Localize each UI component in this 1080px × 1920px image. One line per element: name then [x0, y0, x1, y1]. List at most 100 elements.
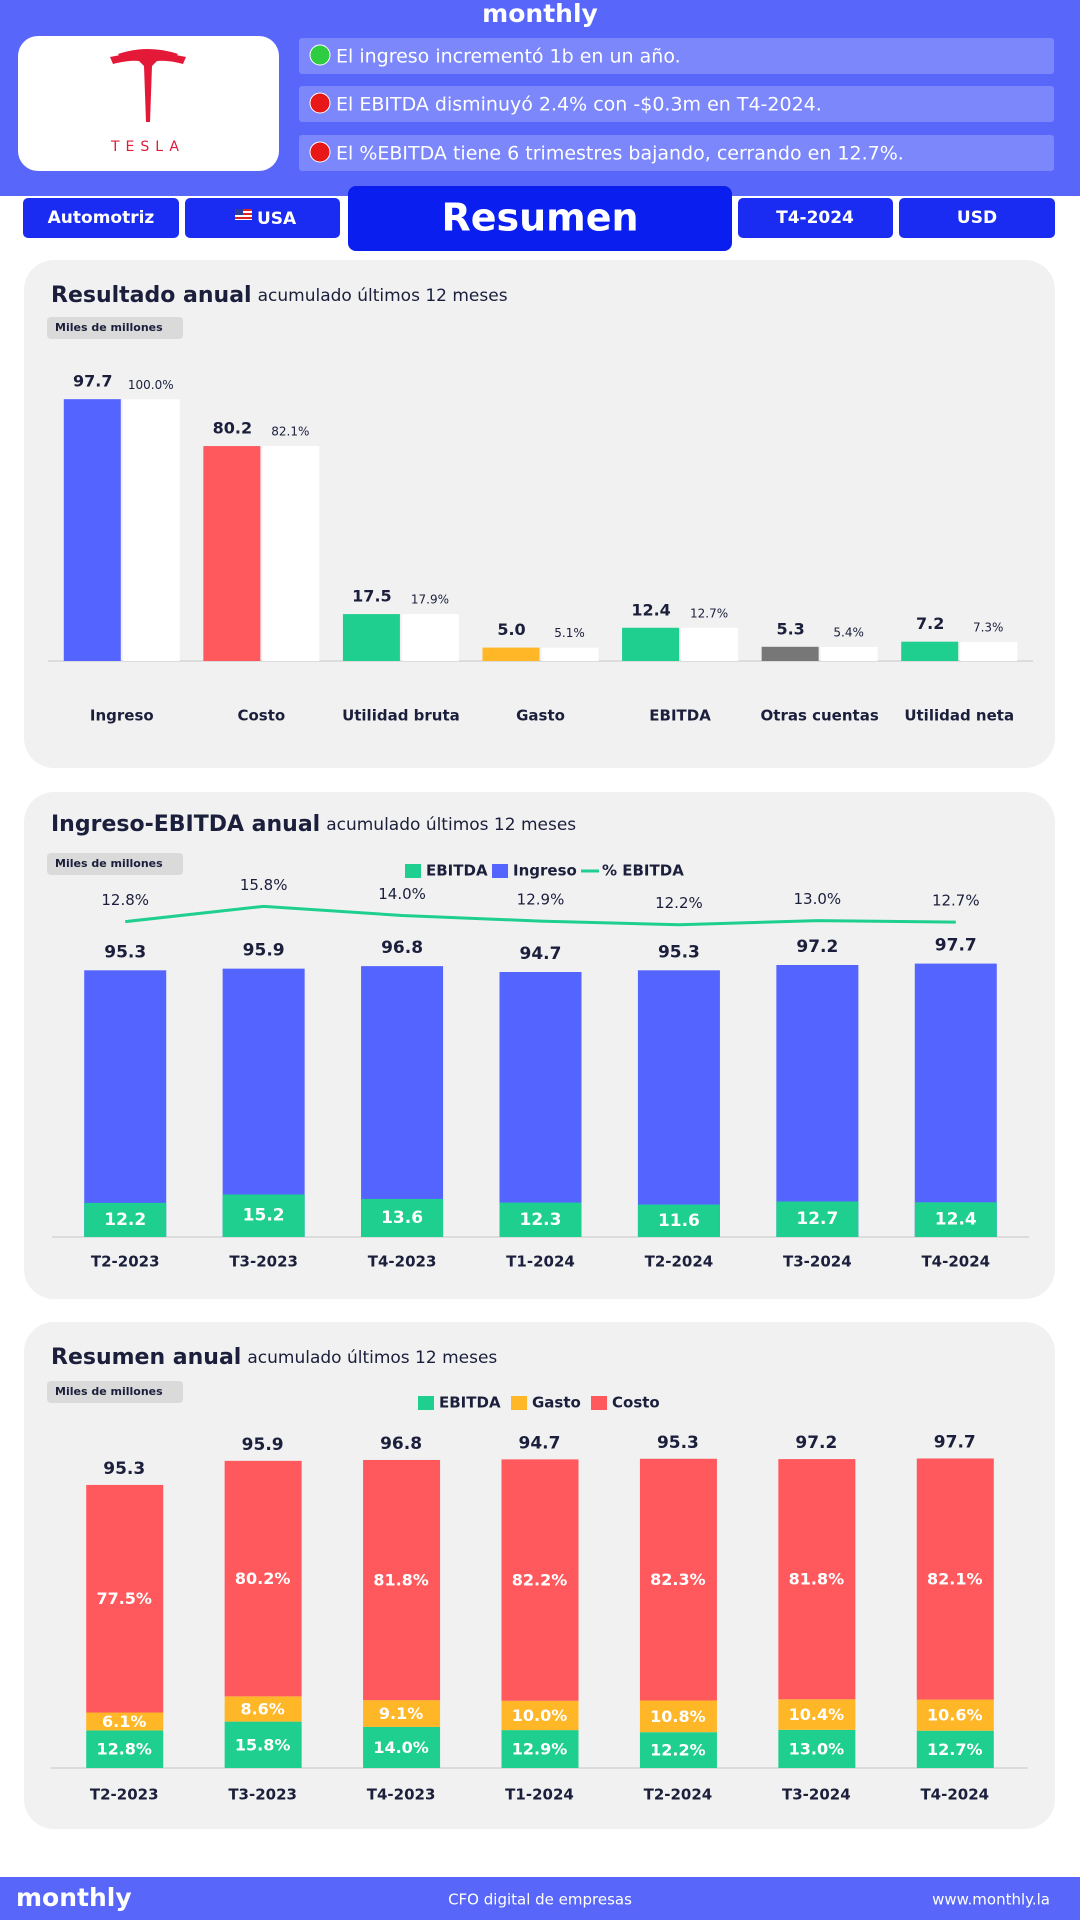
value-label: 97.7 — [73, 372, 112, 391]
value-label: 95.3 — [658, 942, 700, 962]
segment-label: 77.5% — [96, 1589, 152, 1608]
unit-pill — [47, 317, 183, 339]
unit-pill — [47, 1381, 183, 1403]
chart-title: Resultado anual acumulado últimos 12 mese… — [51, 283, 508, 308]
legend-swatch — [492, 864, 508, 878]
bar — [63, 399, 121, 661]
value-label: 5.3 — [776, 619, 804, 638]
total-label: 95.3 — [103, 1459, 145, 1479]
insight-box — [299, 86, 1054, 122]
logo-text: TESLA — [110, 139, 185, 155]
bar-segment — [916, 1730, 994, 1768]
footer-tagline: CFO digital de empresas — [448, 1891, 632, 1909]
bar — [776, 964, 859, 1237]
segment-label: 8.6% — [240, 1699, 284, 1718]
value-label: 80.2 — [213, 419, 252, 438]
tag-period: T4-2024 — [776, 208, 854, 228]
segment-label: 82.2% — [512, 1571, 568, 1590]
bar-segment — [639, 1458, 717, 1701]
bar — [914, 1202, 997, 1237]
insight-box — [299, 135, 1054, 171]
tag-country: USA — [257, 209, 297, 229]
bar-segment — [363, 1726, 441, 1768]
line-label: 12.7% — [932, 892, 980, 910]
share-bar — [262, 446, 320, 661]
value-label: 7.2 — [916, 614, 944, 633]
bar-segment — [501, 1700, 579, 1731]
bar-segment — [224, 1696, 302, 1722]
status-dot — [309, 44, 331, 66]
line-label: 15.8% — [240, 876, 288, 894]
bar — [761, 646, 819, 661]
bar-segment — [639, 1732, 717, 1768]
share-bar — [122, 399, 180, 661]
total-label: 97.2 — [795, 1433, 837, 1453]
segment-label: 10.0% — [512, 1706, 568, 1725]
bar — [342, 614, 400, 661]
chart-title-main: Ingreso-EBITDA anual — [51, 812, 320, 837]
bar-segment — [363, 1700, 441, 1727]
line-label: 13.0% — [794, 890, 842, 908]
chart-title: Resumen anual acumulado últimos 12 meses — [51, 1345, 497, 1370]
status-dot — [309, 92, 331, 114]
chart-subtitle: acumulado últimos 12 meses — [247, 1348, 497, 1368]
legend-label: Costo — [612, 1394, 660, 1412]
chart-subtitle: acumulado últimos 12 meses — [326, 815, 576, 835]
insight-text: El ingreso incrementó 1b en un año. — [336, 46, 681, 68]
x-tick-label: EBITDA — [649, 707, 711, 725]
share-label: 17.9% — [411, 593, 449, 607]
bar — [482, 647, 540, 661]
share-bar — [541, 647, 599, 661]
footer-brand: monthly — [16, 1883, 132, 1912]
bar — [84, 1202, 167, 1237]
segment-label: 82.1% — [927, 1570, 983, 1589]
bar — [637, 970, 720, 1237]
bar — [914, 963, 997, 1237]
segment-label: 14.0% — [373, 1738, 429, 1757]
value-label: 12.4 — [935, 1210, 977, 1230]
bar — [361, 1198, 444, 1237]
tag-box — [185, 198, 340, 238]
line — [125, 904, 956, 927]
bar — [637, 1204, 720, 1237]
bar — [361, 966, 444, 1237]
x-tick-label: T3-2023 — [228, 1786, 297, 1804]
value-label: 12.4 — [631, 600, 670, 619]
segment-label: 6.1% — [102, 1712, 146, 1731]
segment-label: 81.8% — [373, 1571, 429, 1590]
bar — [901, 641, 959, 661]
value-label: 94.7 — [520, 944, 562, 964]
bar-segment — [224, 1721, 302, 1768]
line-label: 12.2% — [655, 894, 703, 912]
value-label: 11.6 — [658, 1211, 700, 1231]
chart-title-main: Resumen anual — [51, 1345, 241, 1370]
bar — [622, 627, 680, 661]
segment-label: 80.2% — [235, 1569, 291, 1588]
value-label: 5.0 — [497, 620, 525, 639]
unit-label: Miles de millones — [55, 1385, 163, 1398]
bar-segment — [916, 1458, 994, 1700]
bar-segment — [86, 1730, 164, 1768]
segment-label: 10.6% — [927, 1706, 983, 1725]
unit-label: Miles de millones — [55, 857, 163, 870]
footer-url: www.monthly.la — [932, 1891, 1050, 1909]
segment-label: 9.1% — [379, 1704, 423, 1723]
tag-industry: Automotriz — [48, 208, 155, 228]
x-tick-label: Ingreso — [90, 707, 154, 725]
total-label: 97.7 — [934, 1433, 976, 1453]
legend-swatch — [405, 864, 421, 878]
insight-box — [299, 38, 1054, 74]
share-bar — [401, 614, 459, 661]
bar-segment — [778, 1699, 856, 1730]
value-label: 96.8 — [381, 938, 423, 958]
legend-label: Ingreso — [513, 862, 577, 880]
legend-label: EBITDA — [439, 1394, 501, 1412]
value-label: 95.9 — [243, 941, 285, 961]
segment-label: 81.8% — [789, 1570, 845, 1589]
x-tick-label: T4-2023 — [368, 1253, 437, 1271]
title-box — [348, 186, 732, 251]
x-tick-label: T4-2024 — [920, 1786, 989, 1804]
insight-text: El EBITDA disminuyó 2.4% con -$0.3m en T… — [336, 94, 822, 116]
bar-segment — [501, 1459, 579, 1701]
tag-box — [738, 198, 893, 238]
